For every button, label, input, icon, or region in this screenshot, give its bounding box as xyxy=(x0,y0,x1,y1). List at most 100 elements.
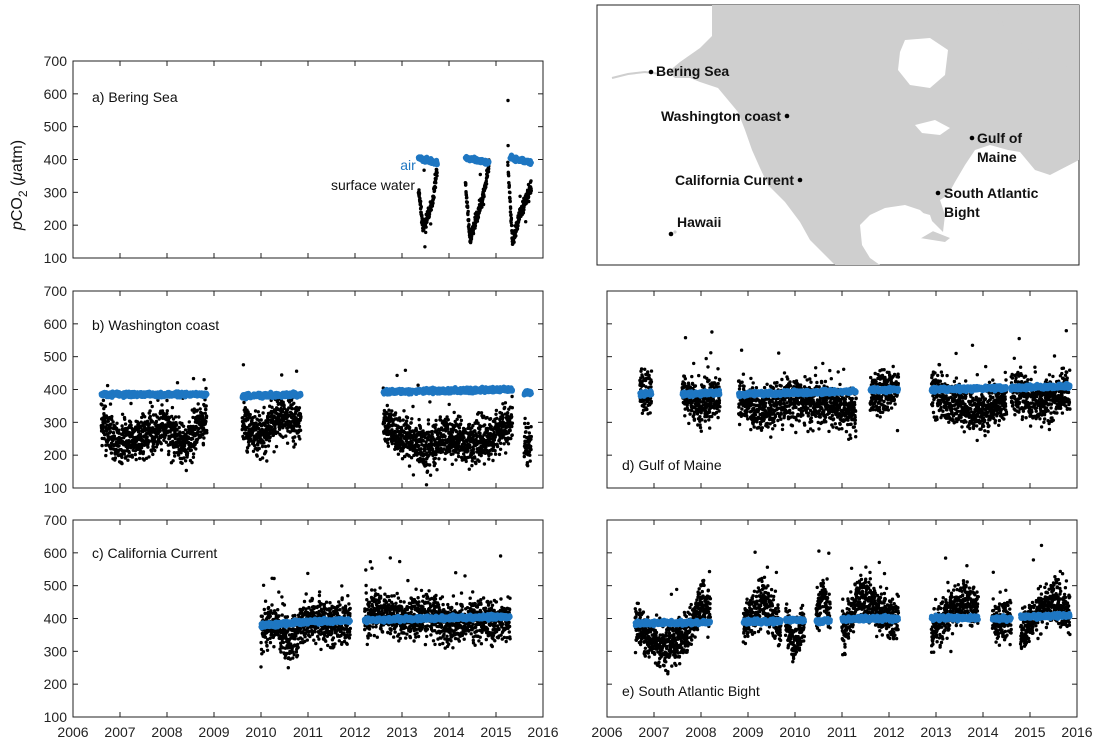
data-point xyxy=(434,176,438,181)
data-point xyxy=(191,376,196,381)
data-point xyxy=(390,409,394,413)
data-point xyxy=(467,467,471,471)
data-point xyxy=(241,363,246,367)
x-tick-label: 2010 xyxy=(245,724,276,740)
data-point xyxy=(110,414,114,419)
data-point xyxy=(184,468,188,473)
data-point xyxy=(510,394,514,399)
data-point xyxy=(506,160,510,164)
data-point xyxy=(458,415,462,419)
data-point xyxy=(153,448,157,453)
panel-c: 2006 2007 2008 2009 2010 2011 2012 2013 2014 2015… xyxy=(44,512,559,740)
data-point xyxy=(523,416,527,421)
south-atlantic-bight-marker xyxy=(935,190,941,196)
data-point xyxy=(491,458,495,463)
data-point xyxy=(468,446,472,450)
data-point xyxy=(459,418,464,423)
data-point xyxy=(423,245,427,249)
data-point xyxy=(433,426,437,430)
y-tick-label: 500 xyxy=(44,119,68,135)
data-point xyxy=(512,240,516,244)
data-point xyxy=(276,608,280,612)
data-point xyxy=(270,405,274,409)
data-point xyxy=(465,200,469,204)
data-point xyxy=(529,434,533,439)
data-point xyxy=(122,452,127,456)
data-point xyxy=(154,419,159,424)
data-point xyxy=(516,224,520,228)
panel-a-title: a) Bering Sea xyxy=(92,89,178,105)
data-point xyxy=(465,439,469,443)
data-point xyxy=(409,456,414,460)
data-point xyxy=(175,428,179,432)
data-point xyxy=(462,439,466,444)
data-point xyxy=(482,194,486,199)
data-point xyxy=(481,202,486,207)
data-point xyxy=(529,425,533,429)
data-point xyxy=(251,449,256,453)
data-point xyxy=(429,222,433,226)
data-point xyxy=(297,424,302,429)
y-tick-label: 600 xyxy=(44,545,68,561)
data-point xyxy=(120,455,124,459)
data-point xyxy=(462,452,466,456)
y-tick-label: 400 xyxy=(44,611,68,627)
data-point xyxy=(484,182,489,186)
data-point xyxy=(171,417,176,421)
data-point xyxy=(505,438,509,443)
data-point xyxy=(253,415,257,419)
data-point xyxy=(386,441,390,445)
data-point xyxy=(204,404,208,408)
data-point xyxy=(259,418,263,422)
data-point xyxy=(479,424,483,429)
data-point xyxy=(404,419,409,423)
data-point xyxy=(526,195,531,199)
data-point xyxy=(274,612,278,616)
data-point xyxy=(408,425,412,430)
data-point xyxy=(123,417,127,421)
data-point xyxy=(272,576,276,581)
data-point xyxy=(291,439,296,443)
data-point xyxy=(200,411,205,416)
data-point xyxy=(148,414,152,419)
data-point xyxy=(282,404,286,408)
data-point xyxy=(522,208,526,212)
data-point xyxy=(494,412,498,416)
data-point xyxy=(425,469,430,473)
data-point xyxy=(174,423,179,427)
data-point xyxy=(103,421,107,425)
data-point xyxy=(529,189,533,193)
data-point xyxy=(133,452,137,457)
data-point xyxy=(401,418,405,422)
data-point xyxy=(298,392,304,398)
data-point xyxy=(115,421,119,425)
panel-c-points xyxy=(258,554,513,670)
data-point xyxy=(471,231,476,236)
y-tick-label: 100 xyxy=(44,480,68,496)
data-point xyxy=(448,449,452,453)
data-point xyxy=(434,418,438,423)
data-point xyxy=(167,449,171,454)
data-point xyxy=(262,607,266,612)
data-point xyxy=(266,418,270,422)
data-point xyxy=(398,419,402,423)
data-point xyxy=(443,434,447,439)
data-point xyxy=(205,431,209,435)
data-point xyxy=(268,636,272,640)
data-point xyxy=(253,409,258,413)
data-point xyxy=(100,443,104,448)
data-point xyxy=(128,420,133,424)
data-point xyxy=(259,647,264,652)
data-point xyxy=(270,603,274,607)
data-point xyxy=(495,444,500,449)
data-point xyxy=(509,387,515,393)
data-point xyxy=(151,445,156,449)
data-point xyxy=(284,434,288,438)
data-point xyxy=(410,441,414,445)
data-point xyxy=(426,422,431,426)
data-point xyxy=(417,444,421,448)
y-tick-label: 500 xyxy=(44,578,68,594)
data-point xyxy=(450,462,454,466)
data-point xyxy=(204,407,208,412)
data-point xyxy=(471,447,476,452)
